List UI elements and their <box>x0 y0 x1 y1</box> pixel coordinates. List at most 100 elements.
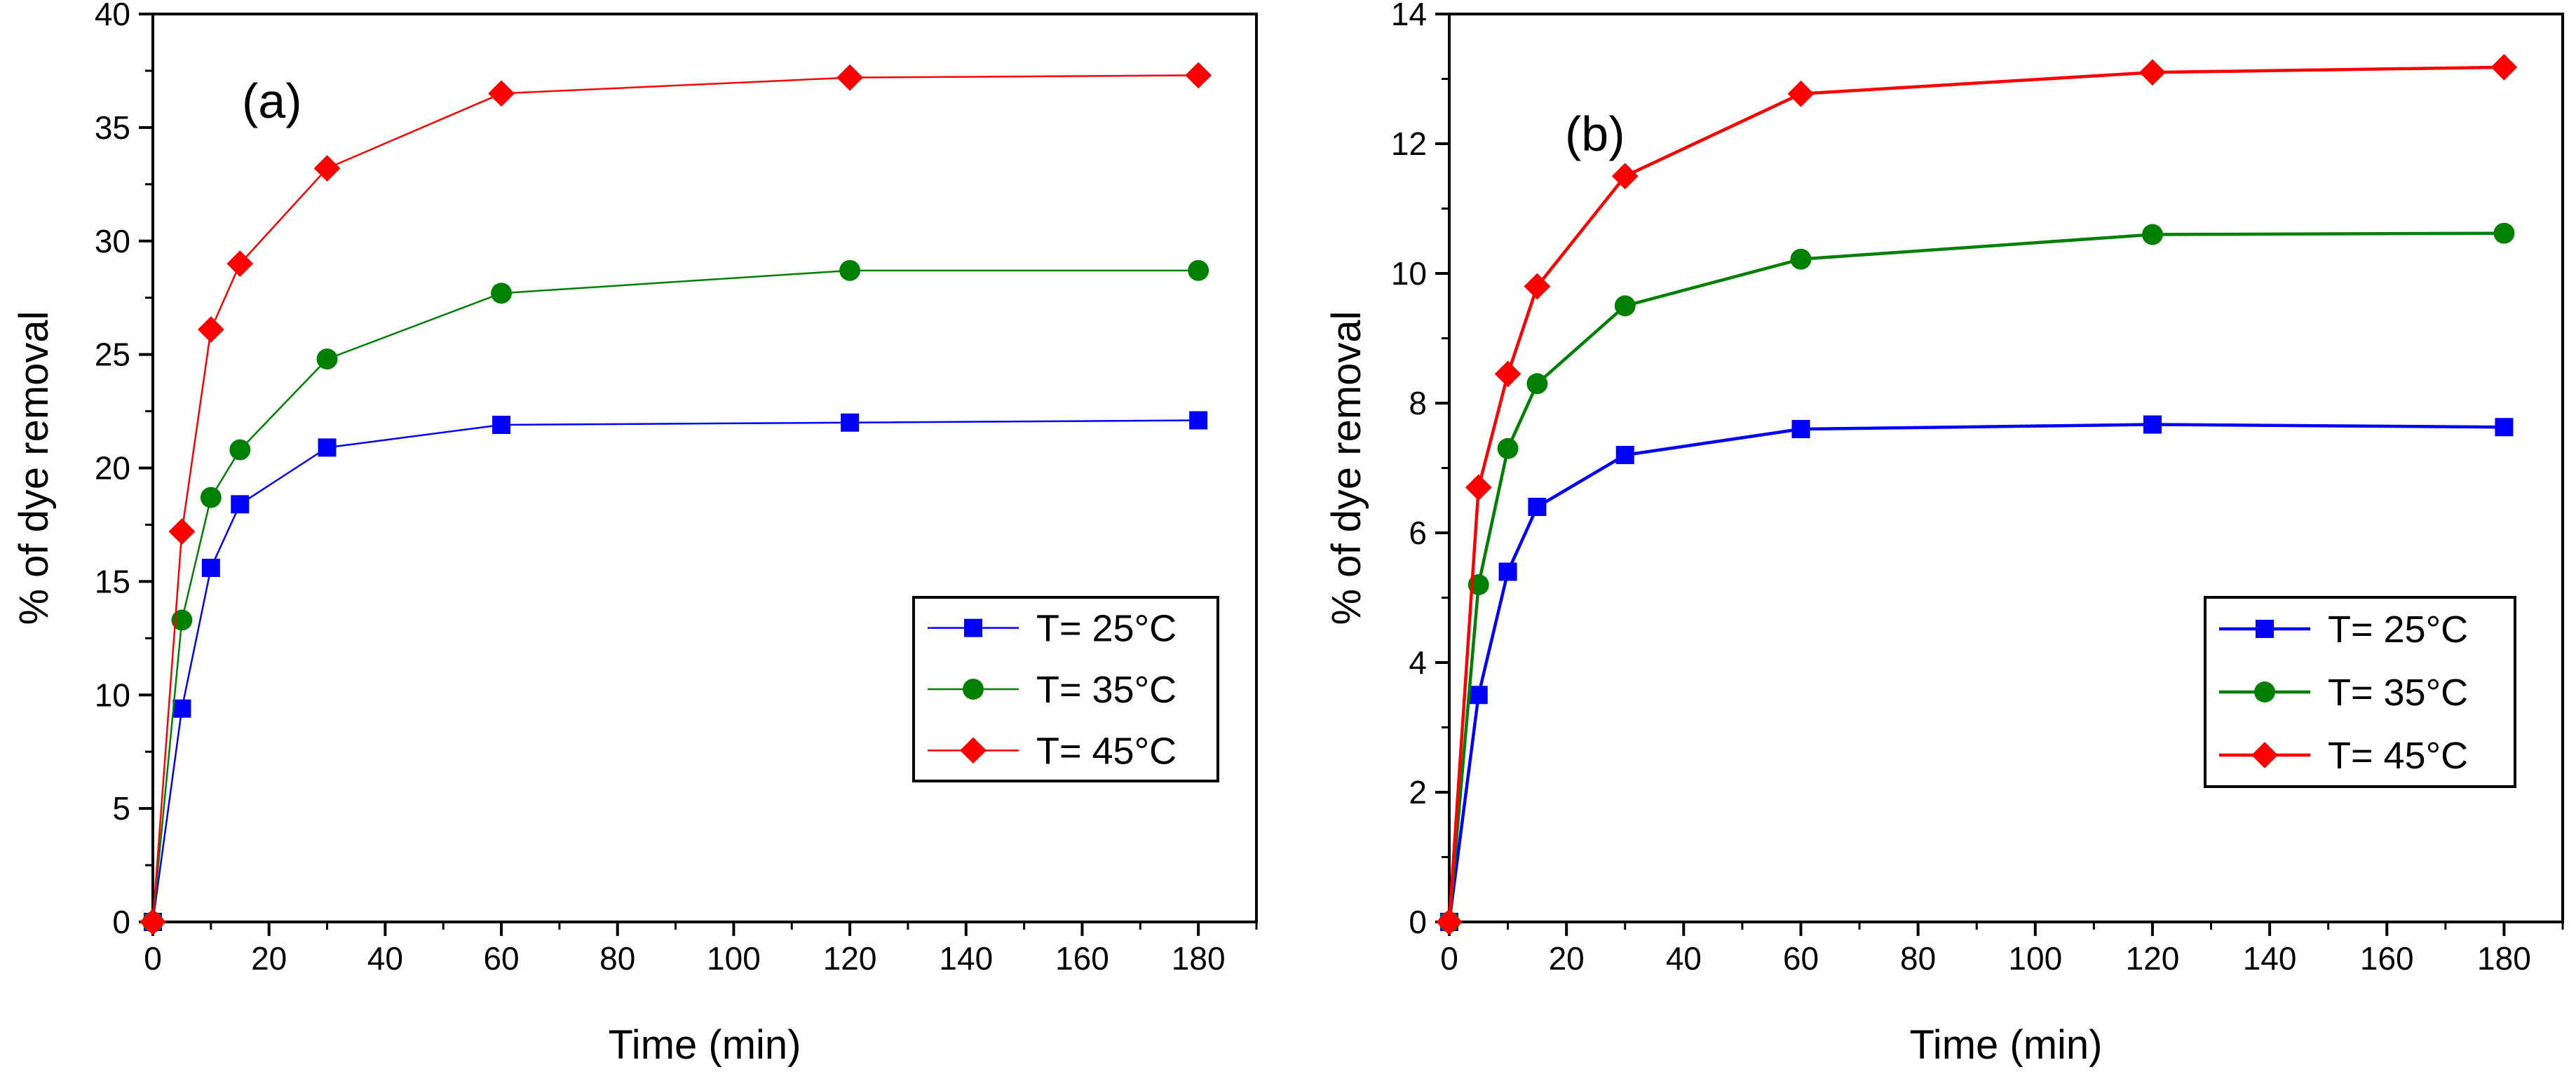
data-point <box>1790 248 1812 270</box>
panel-label: (a) <box>242 74 302 128</box>
chart-panel-b: 0 20 40 60 80 100 120 140 160 180 0 2 4 6 8 10 12 14 Time … <box>1324 0 2564 1068</box>
series-line <box>151 419 1199 923</box>
x-tick-label: 140 <box>939 940 993 977</box>
data-point <box>2495 418 2514 437</box>
x-axis-title: Time (min) <box>609 1022 801 1068</box>
data-point <box>1188 259 1209 281</box>
legend-marker <box>960 737 987 764</box>
data-point <box>1189 411 1208 430</box>
x-tick-label: 140 <box>2243 940 2297 977</box>
data-point <box>140 909 166 935</box>
data-point <box>841 413 860 432</box>
legend: T= 25°C T= 35°C T= 45°C <box>912 596 1219 782</box>
series-line <box>151 269 1199 923</box>
y-tick-label: 12 <box>1391 125 1427 162</box>
x-tick-label: 20 <box>251 940 287 977</box>
data-point <box>1611 163 1639 190</box>
data-point <box>2141 224 2163 245</box>
data-point <box>313 155 341 182</box>
x-tick-label: 180 <box>2477 940 2531 977</box>
data-point <box>488 80 515 107</box>
y-tick-label: 40 <box>95 0 130 32</box>
data-point <box>1436 909 1463 935</box>
x-tick-label: 0 <box>144 940 162 977</box>
series-circle <box>1439 222 2515 932</box>
y-axis-title: % of dye removal <box>11 311 57 625</box>
data-point <box>1526 373 1548 395</box>
y-axis-title: % of dye removal <box>1324 311 1369 625</box>
y-tick-label: 14 <box>1391 0 1427 32</box>
series-line <box>151 74 1199 923</box>
data-point <box>318 438 337 457</box>
data-point <box>1524 273 1551 300</box>
data-point <box>229 439 251 461</box>
y-tick-label: 5 <box>112 790 130 827</box>
data-point <box>1498 562 1517 581</box>
data-point <box>1469 686 1488 705</box>
panel-label: (b) <box>1565 107 1625 161</box>
series-line <box>1447 65 2504 923</box>
data-point <box>172 699 191 718</box>
y-tick-label: 4 <box>1409 644 1427 681</box>
legend-marker <box>2256 620 2274 638</box>
y-tick-label: 8 <box>1409 385 1427 421</box>
data-point <box>200 487 222 508</box>
legend-label: T= 35°C <box>1036 669 1177 711</box>
legend-label: T= 25°C <box>1036 608 1177 650</box>
x-tick-label: 80 <box>599 940 635 977</box>
x-tick-label: 100 <box>2008 940 2062 977</box>
legend-marker <box>963 679 984 700</box>
data-point <box>226 250 254 277</box>
x-tick-label: 160 <box>1055 940 1109 977</box>
y-tick-label: 6 <box>1409 515 1427 551</box>
x-tick-label: 180 <box>1172 940 1226 977</box>
data-point <box>168 518 196 545</box>
legend-marker <box>964 618 982 637</box>
legend: T= 25°C T= 35°C T= 45°C <box>2204 596 2516 788</box>
data-point <box>839 259 861 281</box>
x-tick-label: 60 <box>483 940 519 977</box>
data-point <box>2143 415 2162 434</box>
x-tick-label: 100 <box>707 940 761 977</box>
y-tick-label: 10 <box>1391 255 1427 292</box>
data-point <box>1497 437 1519 459</box>
y-tick-label: 35 <box>95 109 130 146</box>
series-square <box>144 411 1208 931</box>
legend-label: T= 45°C <box>2328 735 2468 777</box>
data-point <box>197 316 224 343</box>
data-point <box>201 558 220 577</box>
series-line <box>1447 231 2504 923</box>
x-tick-label: 40 <box>367 940 403 977</box>
data-point <box>1185 62 1212 89</box>
legend-marker <box>2251 742 2278 768</box>
data-point <box>2490 54 2518 81</box>
x-tick-label: 120 <box>823 940 877 977</box>
x-tick-label: 80 <box>1900 940 1936 977</box>
legend-label: T= 35°C <box>2328 672 2468 714</box>
data-point <box>2139 59 2166 86</box>
data-point <box>836 64 863 91</box>
chart-panel-a: 0 20 40 60 80 100 120 140 160 180 0 5 10 15 20 25 30 35 40… <box>11 0 1258 1068</box>
legend-label: T= 45°C <box>1036 730 1177 772</box>
y-tick-label: 10 <box>95 677 130 713</box>
data-point <box>2493 222 2515 244</box>
x-tick-label: 160 <box>2360 940 2414 977</box>
data-point <box>1787 80 1815 107</box>
x-tick-label: 60 <box>1783 940 1819 977</box>
y-tick-label: 25 <box>95 337 130 373</box>
data-point <box>1791 420 1810 438</box>
data-point <box>1465 474 1492 501</box>
data-point <box>171 609 193 631</box>
data-point <box>316 348 338 370</box>
series-square <box>1440 415 2514 931</box>
data-point <box>1494 360 1521 388</box>
y-tick-label: 0 <box>1409 904 1427 940</box>
legend-label: T= 25°C <box>2328 609 2468 651</box>
x-tick-label: 0 <box>1440 940 1458 977</box>
x-tick-label: 120 <box>2126 940 2180 977</box>
x-axis-title: Time (min) <box>1910 1022 2103 1068</box>
x-tick-label: 40 <box>1666 940 1702 977</box>
data-point <box>1528 498 1547 516</box>
